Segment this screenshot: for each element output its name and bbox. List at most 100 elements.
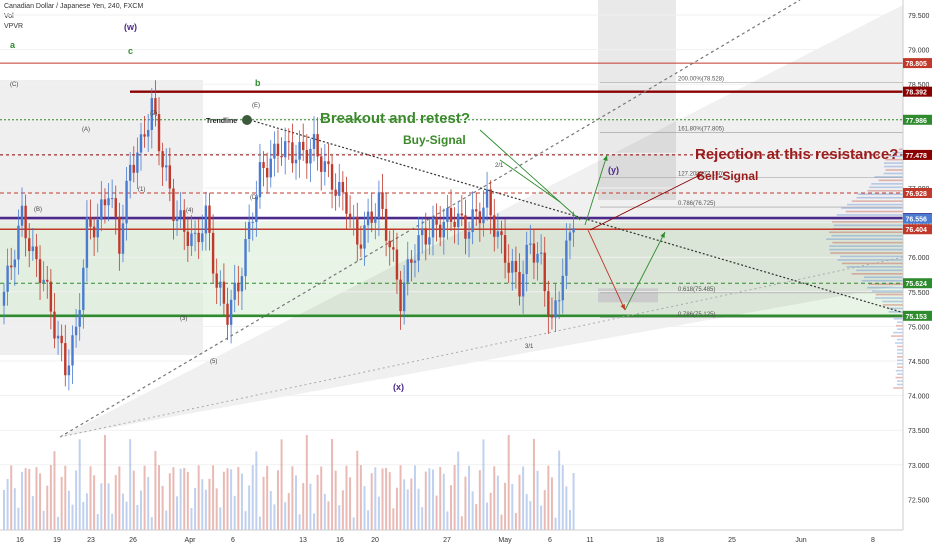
volume-bar — [349, 477, 351, 530]
price-tick-label: 79.500 — [908, 13, 930, 20]
candle-body — [57, 336, 59, 339]
volume-bar — [64, 466, 66, 530]
candle-body — [53, 312, 55, 339]
volume-bar — [169, 473, 171, 530]
vpvr-bar — [858, 193, 903, 195]
volume-bar — [194, 488, 196, 530]
volume-bar — [378, 497, 380, 530]
price-tick-label: 74.500 — [908, 359, 930, 366]
volume-bar — [129, 439, 131, 530]
candle-body — [540, 253, 542, 254]
candle-body — [28, 238, 30, 251]
volume-bar — [266, 466, 268, 530]
candle-body — [165, 165, 167, 167]
volume-bar — [140, 491, 142, 530]
vpvr-bar — [897, 360, 903, 362]
volume-bar — [421, 507, 423, 530]
candle-body — [187, 232, 189, 246]
time-tick-label: 23 — [87, 537, 95, 544]
volume-bar — [338, 505, 340, 530]
candle-body — [259, 162, 261, 197]
candle-body — [338, 182, 340, 196]
volume-bar — [165, 511, 167, 530]
fib-label: 0.618(75.485) — [678, 287, 715, 293]
volume-bar — [86, 493, 88, 530]
candle-body — [367, 212, 369, 226]
volume-bar — [522, 467, 524, 530]
candle-body — [115, 198, 117, 217]
breakout-annotation: Breakout and retest? — [320, 110, 470, 127]
candle-body — [569, 232, 571, 240]
vpvr-bar — [891, 335, 903, 337]
candle-body — [298, 142, 300, 160]
candle-body — [544, 253, 546, 292]
wave-label: (A) — [82, 127, 90, 133]
candle-body — [522, 274, 524, 296]
time-tick-label: 13 — [299, 537, 307, 544]
volume-bar — [205, 490, 207, 530]
price-tick-label: 73.500 — [908, 428, 930, 435]
wave-label: 2/1 — [495, 163, 504, 169]
vpvr-bar — [896, 325, 903, 327]
price-label-text: 78.805 — [906, 61, 928, 68]
candle-body — [551, 315, 553, 317]
candle-body — [208, 206, 210, 233]
candle-body — [475, 209, 477, 211]
candle-body — [428, 237, 430, 244]
vpvr-bar — [897, 380, 903, 382]
volume-bar — [90, 466, 92, 530]
price-label-text: 75.153 — [906, 314, 928, 321]
candle-body — [558, 300, 560, 301]
candle-body — [389, 241, 391, 247]
volume-bar — [482, 439, 484, 530]
volume-bar — [270, 491, 272, 530]
candle-body — [50, 282, 52, 312]
volume-bar — [515, 513, 517, 530]
candle-body — [385, 209, 387, 241]
candle-body — [136, 153, 138, 173]
candle-body — [562, 276, 564, 300]
candle-body — [493, 215, 495, 236]
volume-bar — [436, 496, 438, 530]
vpvr-bar — [896, 370, 903, 372]
candle-body — [489, 189, 491, 215]
candle-body — [345, 192, 347, 214]
volume-bar — [151, 517, 153, 530]
wave-label: (y) — [608, 165, 619, 175]
price-tick-label: 75.000 — [908, 324, 930, 331]
candle-body — [396, 250, 398, 280]
sell-signal-annotation: Sell-Signal — [697, 169, 758, 183]
volume-bar — [403, 479, 405, 530]
volume-bar — [208, 479, 210, 530]
candle-body — [79, 310, 81, 327]
candle-body — [122, 223, 124, 253]
candle-body — [410, 259, 412, 262]
candle-body — [453, 222, 455, 227]
time-tick-label: 16 — [336, 537, 344, 544]
candle-body — [378, 192, 380, 218]
volume-bar — [320, 466, 322, 530]
volume-bar — [439, 467, 441, 530]
volume-bar — [356, 451, 358, 530]
candle-body — [86, 217, 88, 268]
price-label-text: 77.478 — [906, 153, 928, 160]
vpvr-bar — [883, 304, 903, 306]
volume-bar — [180, 469, 182, 530]
volume-bar — [363, 486, 365, 530]
fib-label: 0.786(75.125) — [678, 312, 715, 318]
volume-bar — [493, 466, 495, 530]
volume-bar — [190, 508, 192, 530]
volume-bar — [414, 465, 416, 530]
vpvr-bar — [867, 287, 903, 289]
volume-bar — [104, 435, 106, 530]
volume-bar — [7, 479, 9, 530]
candle-body — [507, 263, 509, 273]
volume-bar — [252, 465, 254, 530]
vpvr-bar — [897, 353, 903, 355]
candle-body — [266, 168, 268, 177]
candle-body — [554, 300, 556, 317]
vpvr-bar — [862, 280, 903, 282]
candle-body — [518, 272, 520, 297]
volume-bar — [533, 439, 535, 530]
